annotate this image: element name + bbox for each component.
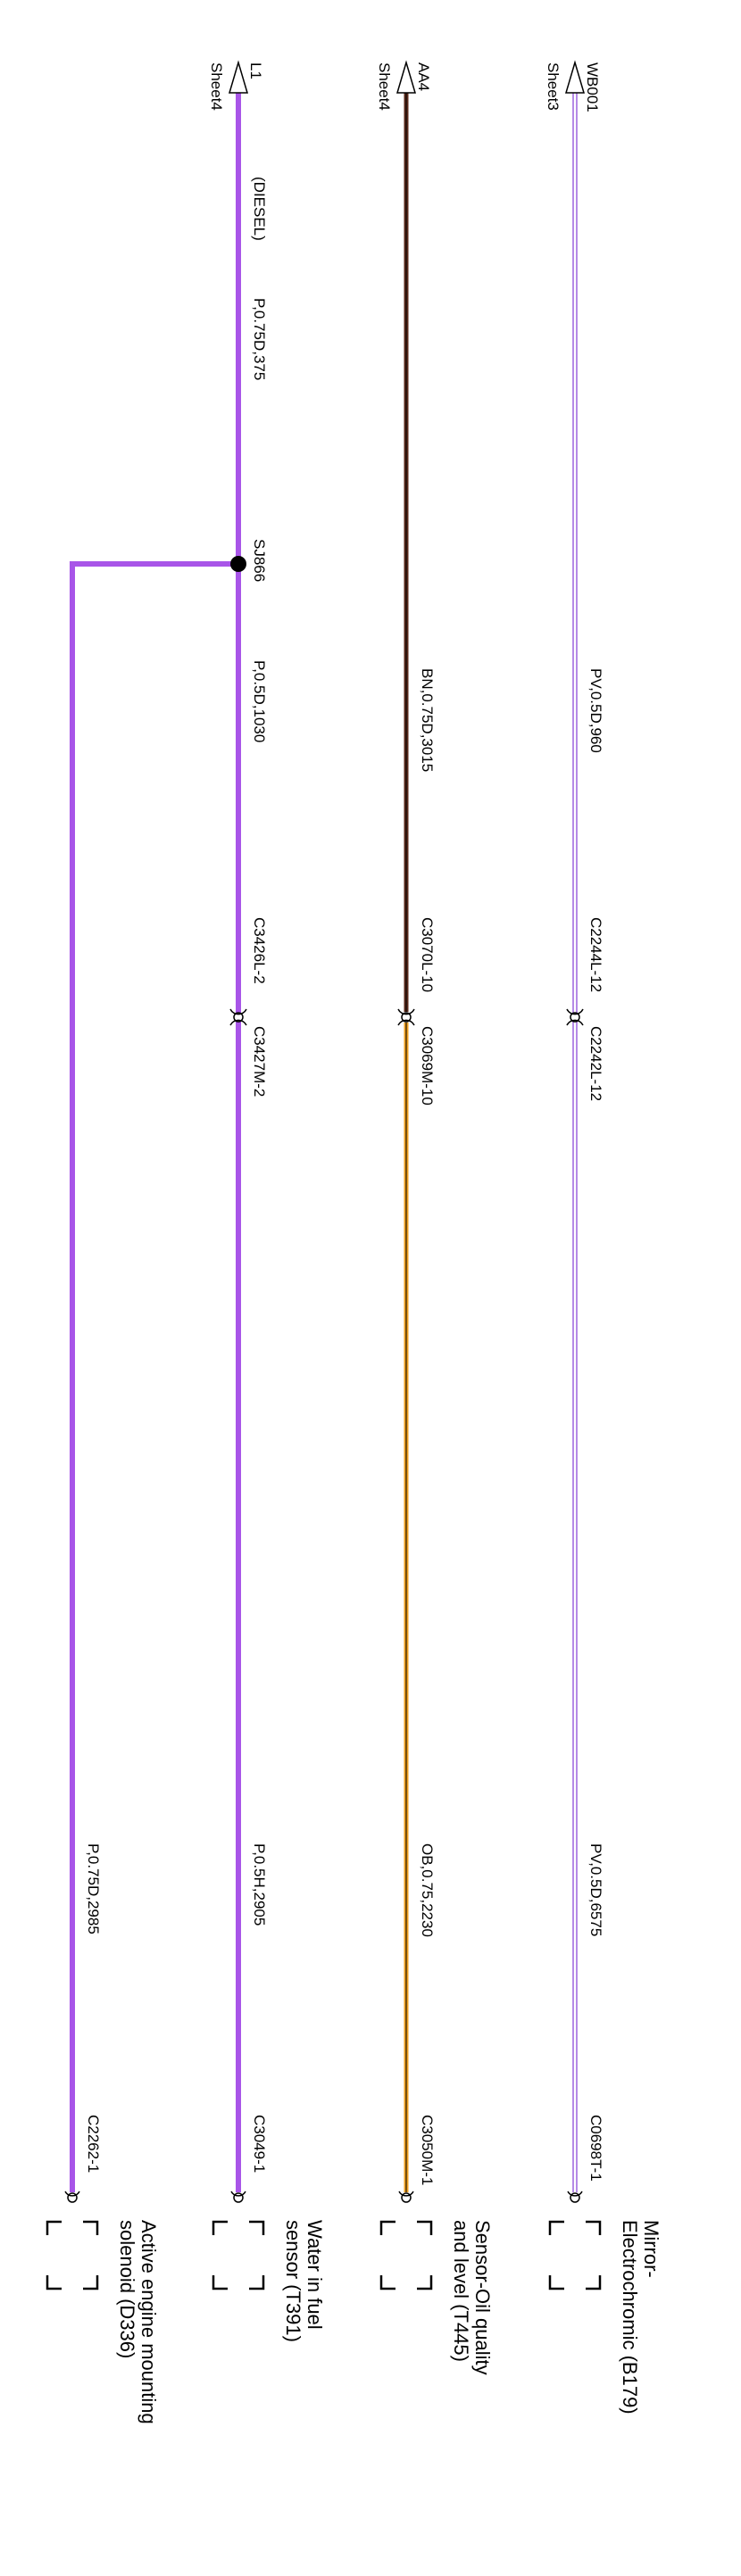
wire-label: OB,0.75,2230 xyxy=(419,1843,436,1937)
connector-pin xyxy=(570,1012,580,1023)
component-bracket xyxy=(46,2220,99,2290)
connector-cup xyxy=(229,1008,247,1026)
component-label: Electrochromic (B179) xyxy=(619,2220,641,2414)
connector-label: C2244L-12 xyxy=(587,917,604,992)
component-label: Active engine mounting xyxy=(137,2220,160,2424)
start-label: WB001 xyxy=(584,62,601,112)
wire-label: (DIESEL) xyxy=(251,177,268,241)
component-bracket xyxy=(379,2220,433,2290)
connector-pin xyxy=(233,2192,244,2203)
connector-cup xyxy=(397,1008,415,1026)
sheet-arrow xyxy=(228,60,249,94)
connector-pin xyxy=(401,2192,412,2203)
wire-label: PV,0.5D,960 xyxy=(587,668,604,753)
connector-cup xyxy=(567,2191,583,2197)
connector-label: C2262-1 xyxy=(85,2115,102,2173)
connector-label: C2242L-12 xyxy=(587,1026,604,1101)
component-label: and level (T445) xyxy=(450,2220,472,2362)
start-label: AA4 xyxy=(415,62,432,91)
connector-pin xyxy=(233,1012,244,1023)
sheet-arrow xyxy=(564,60,586,94)
connector-pin xyxy=(67,2192,78,2203)
connector-cup xyxy=(398,2191,414,2197)
wire-p xyxy=(70,89,241,2192)
connector-cup xyxy=(230,2191,246,2197)
component-label: solenoid (D336) xyxy=(116,2220,138,2358)
connector-pin xyxy=(401,1012,412,1023)
component-label: Water in fuel xyxy=(304,2220,326,2330)
sheet-label: Sheet4 xyxy=(376,62,393,111)
component-bracket xyxy=(548,2220,602,2290)
connector-label: C3427M-2 xyxy=(251,1026,268,1097)
symbols xyxy=(46,60,602,2290)
sheet-arrow xyxy=(395,60,417,94)
connector-label: C3069M-10 xyxy=(419,1026,436,1106)
connector-cup xyxy=(566,1008,584,1026)
connector-label: C3426L-2 xyxy=(251,917,268,984)
wire-label: BN,0.75D,3015 xyxy=(419,668,436,772)
connector-label: C3070L-10 xyxy=(419,917,436,992)
wire-label: P,0.5D,1030 xyxy=(251,660,268,742)
component-bracket xyxy=(212,2220,265,2290)
sheet-label: Sheet4 xyxy=(208,62,225,111)
splice xyxy=(230,556,246,572)
connector-label: C3050M-1 xyxy=(419,2115,436,2185)
sheet-label: Sheet3 xyxy=(545,62,562,111)
wire-label: SJ866 xyxy=(251,539,268,582)
wire-label: P,0.75D,2985 xyxy=(85,1843,102,1934)
connector-label: C0698T-1 xyxy=(587,2115,604,2182)
connector-pin xyxy=(570,2192,580,2203)
component-label: Mirror- xyxy=(640,2220,662,2278)
connector-label: C3049-1 xyxy=(251,2115,268,2173)
start-label: L1 xyxy=(247,62,264,79)
component-label: sensor (T391) xyxy=(282,2220,304,2342)
wire-label: P,0.75D,375 xyxy=(251,298,268,380)
connector-cup xyxy=(64,2191,80,2197)
component-label: Sensor-Oil quality xyxy=(471,2220,494,2375)
wire-label: PV,0.5D,6575 xyxy=(587,1843,604,1936)
wire-label: P,0.5H,2905 xyxy=(251,1843,268,1926)
